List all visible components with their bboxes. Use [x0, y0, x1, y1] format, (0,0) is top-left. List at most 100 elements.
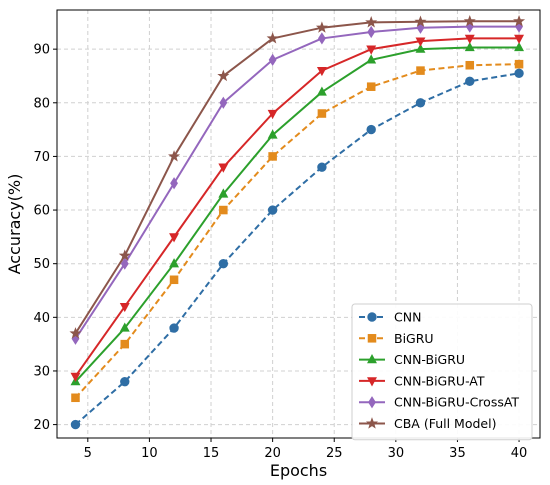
- y-tick-label: 20: [33, 418, 50, 433]
- legend-marker: [368, 396, 376, 409]
- data-point: [514, 41, 525, 52]
- data-point: [463, 14, 476, 27]
- data-point: [169, 275, 179, 285]
- x-tick-label: 10: [141, 446, 158, 461]
- legend-item: CNN-BiGRU-CrossAT: [359, 395, 519, 410]
- y-tick-label: 40: [33, 311, 50, 326]
- data-point: [317, 32, 326, 45]
- data-point: [366, 45, 377, 55]
- data-point: [317, 109, 327, 118]
- y-tick-label: 60: [33, 204, 50, 219]
- legend-label: CBA (Full Model): [394, 416, 496, 431]
- legend-marker: [367, 377, 377, 387]
- x-tick-label: 15: [203, 446, 220, 461]
- legend-item: CBA (Full Model): [359, 416, 496, 431]
- x-tick-label: 40: [511, 446, 528, 461]
- x-tick-label: 25: [326, 446, 343, 461]
- data-point: [316, 86, 327, 96]
- data-point: [267, 109, 278, 120]
- legend-marker: [367, 334, 377, 343]
- data-point: [169, 323, 179, 333]
- data-point: [415, 37, 426, 47]
- y-tick-label: 80: [33, 96, 50, 111]
- legend-box: [351, 303, 533, 441]
- series-cnn-bigru: [70, 41, 525, 386]
- x-axis-title: Epochs: [270, 461, 327, 480]
- data-point: [218, 258, 229, 269]
- legend-item: CNN-BiGRU: [359, 352, 465, 367]
- data-point: [119, 302, 130, 313]
- data-point: [366, 82, 376, 91]
- data-point: [514, 59, 524, 69]
- y-tick-label: 70: [33, 150, 50, 165]
- y-tick-label: 30: [33, 364, 50, 379]
- data-point: [464, 41, 475, 52]
- legend-item: CNN-BiGRU-AT: [359, 373, 485, 388]
- series-line: [74, 37, 520, 377]
- legend-item: BiGRU: [359, 331, 434, 346]
- legend: CNN BiGRU CNN-BiGRU CNN-BiGRU-AT CNN-BiGRU-C…: [351, 303, 533, 441]
- data-point: [118, 249, 131, 261]
- legend-marker: [367, 312, 377, 322]
- data-point: [168, 150, 181, 162]
- y-tick-label: 50: [33, 257, 50, 272]
- data-point: [267, 205, 278, 215]
- data-point: [70, 372, 81, 382]
- legend-marker: [367, 354, 377, 364]
- data-point: [366, 124, 376, 135]
- data-point: [120, 339, 130, 349]
- legend-label: BiGRU: [394, 331, 434, 346]
- data-point: [317, 162, 327, 172]
- x-tick-label: 20: [264, 446, 281, 461]
- data-point: [465, 76, 475, 87]
- data-point: [414, 15, 427, 27]
- series-line: [74, 46, 520, 383]
- data-point: [415, 98, 426, 108]
- y-axis: 20 30 40 50 60 70 80 90: [33, 43, 57, 433]
- data-point: [416, 66, 425, 75]
- data-point: [71, 393, 80, 403]
- data-point: [69, 327, 82, 339]
- data-point: [170, 177, 178, 190]
- legend-label: CNN-BiGRU: [394, 352, 465, 367]
- series-line: [74, 72, 520, 426]
- data-point: [268, 53, 277, 66]
- series-cnn-bigru-at: [70, 34, 525, 382]
- x-tick-label: 30: [388, 446, 405, 461]
- series-line: [74, 20, 520, 334]
- data-point: [120, 376, 130, 387]
- data-point: [465, 60, 475, 70]
- series-layer: [69, 14, 526, 430]
- x-tick-label: 5: [84, 446, 92, 461]
- legend-item: CNN: [359, 310, 421, 325]
- series-bigru: [71, 59, 524, 403]
- data-point: [268, 152, 277, 161]
- data-point: [219, 205, 228, 215]
- data-point: [218, 188, 229, 198]
- data-point: [120, 257, 129, 270]
- data-point: [119, 322, 130, 332]
- data-point: [217, 69, 230, 82]
- series-cnn: [70, 68, 524, 430]
- data-point: [267, 129, 278, 139]
- data-point: [315, 21, 328, 33]
- y-axis-title: Accuracy(%): [5, 174, 24, 275]
- data-point: [415, 43, 426, 53]
- data-point: [366, 54, 377, 64]
- data-point: [219, 96, 228, 109]
- data-point: [70, 419, 81, 430]
- data-point: [513, 14, 526, 27]
- data-point: [367, 25, 376, 39]
- data-point: [169, 233, 180, 243]
- series-cba-full-model-: [69, 14, 526, 339]
- y-tick-label: 90: [33, 43, 50, 58]
- data-point: [169, 258, 180, 268]
- data-point: [316, 66, 327, 77]
- legend-label: CNN-BiGRU-AT: [394, 373, 485, 388]
- data-point: [514, 68, 524, 78]
- data-point: [266, 32, 279, 44]
- series-line: [74, 25, 520, 340]
- x-tick-label: 35: [449, 446, 466, 461]
- data-point: [365, 16, 378, 28]
